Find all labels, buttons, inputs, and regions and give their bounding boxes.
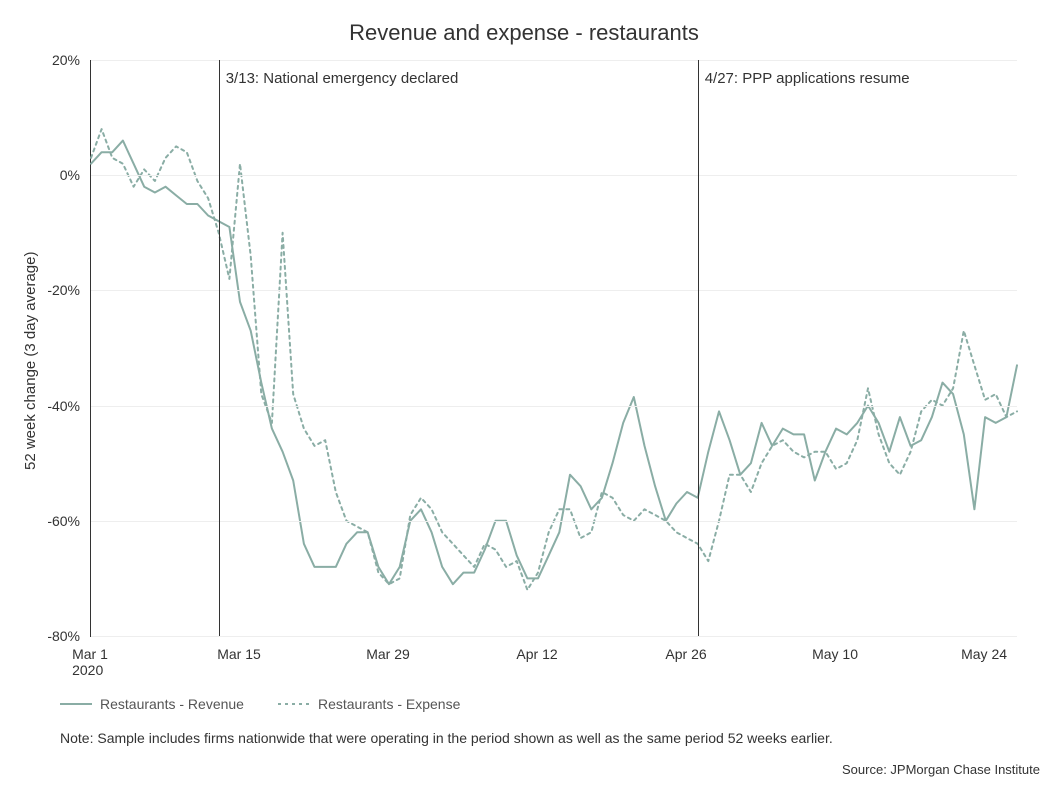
x-tick-label: May 10 xyxy=(812,646,858,662)
x-tick-label: Mar 1 2020 xyxy=(72,646,108,678)
chart-container: Revenue and expense - restaurants 52 wee… xyxy=(0,0,1048,786)
plot-area xyxy=(90,60,1017,637)
gridline xyxy=(91,636,1017,637)
chart-title: Revenue and expense - restaurants xyxy=(0,20,1048,46)
chart-source: Source: JPMorgan Chase Institute xyxy=(842,762,1040,777)
chart-footnote: Note: Sample includes firms nationwide t… xyxy=(60,730,833,746)
gridline xyxy=(91,521,1017,522)
y-tick-label: -60% xyxy=(30,513,80,529)
x-tick-label: Apr 26 xyxy=(665,646,706,662)
annotation-label: 3/13: National emergency declared xyxy=(226,70,459,87)
legend-label-expense: Restaurants - Expense xyxy=(318,696,460,712)
legend-label-revenue: Restaurants - Revenue xyxy=(100,696,244,712)
x-tick-label: May 24 xyxy=(961,646,1007,662)
annotation-label: 4/27: PPP applications resume xyxy=(705,70,910,87)
legend: Restaurants - Revenue Restaurants - Expe… xyxy=(60,696,460,712)
y-tick-label: 20% xyxy=(30,52,80,68)
y-tick-label: -40% xyxy=(30,398,80,414)
legend-swatch-revenue xyxy=(60,699,92,709)
gridline xyxy=(91,175,1017,176)
gridline xyxy=(91,290,1017,291)
x-tick-label: Mar 29 xyxy=(366,646,410,662)
gridline xyxy=(91,60,1017,61)
x-tick-label: Apr 12 xyxy=(516,646,557,662)
legend-swatch-expense xyxy=(278,699,310,709)
chart-lines-svg xyxy=(91,60,1017,636)
series-line xyxy=(91,141,1017,585)
y-tick-label: -20% xyxy=(30,282,80,298)
y-tick-label: 0% xyxy=(30,167,80,183)
gridline xyxy=(91,406,1017,407)
x-tick-label: Mar 15 xyxy=(217,646,261,662)
annotation-vline xyxy=(698,60,699,636)
y-tick-label: -80% xyxy=(30,628,80,644)
annotation-vline xyxy=(219,60,220,636)
